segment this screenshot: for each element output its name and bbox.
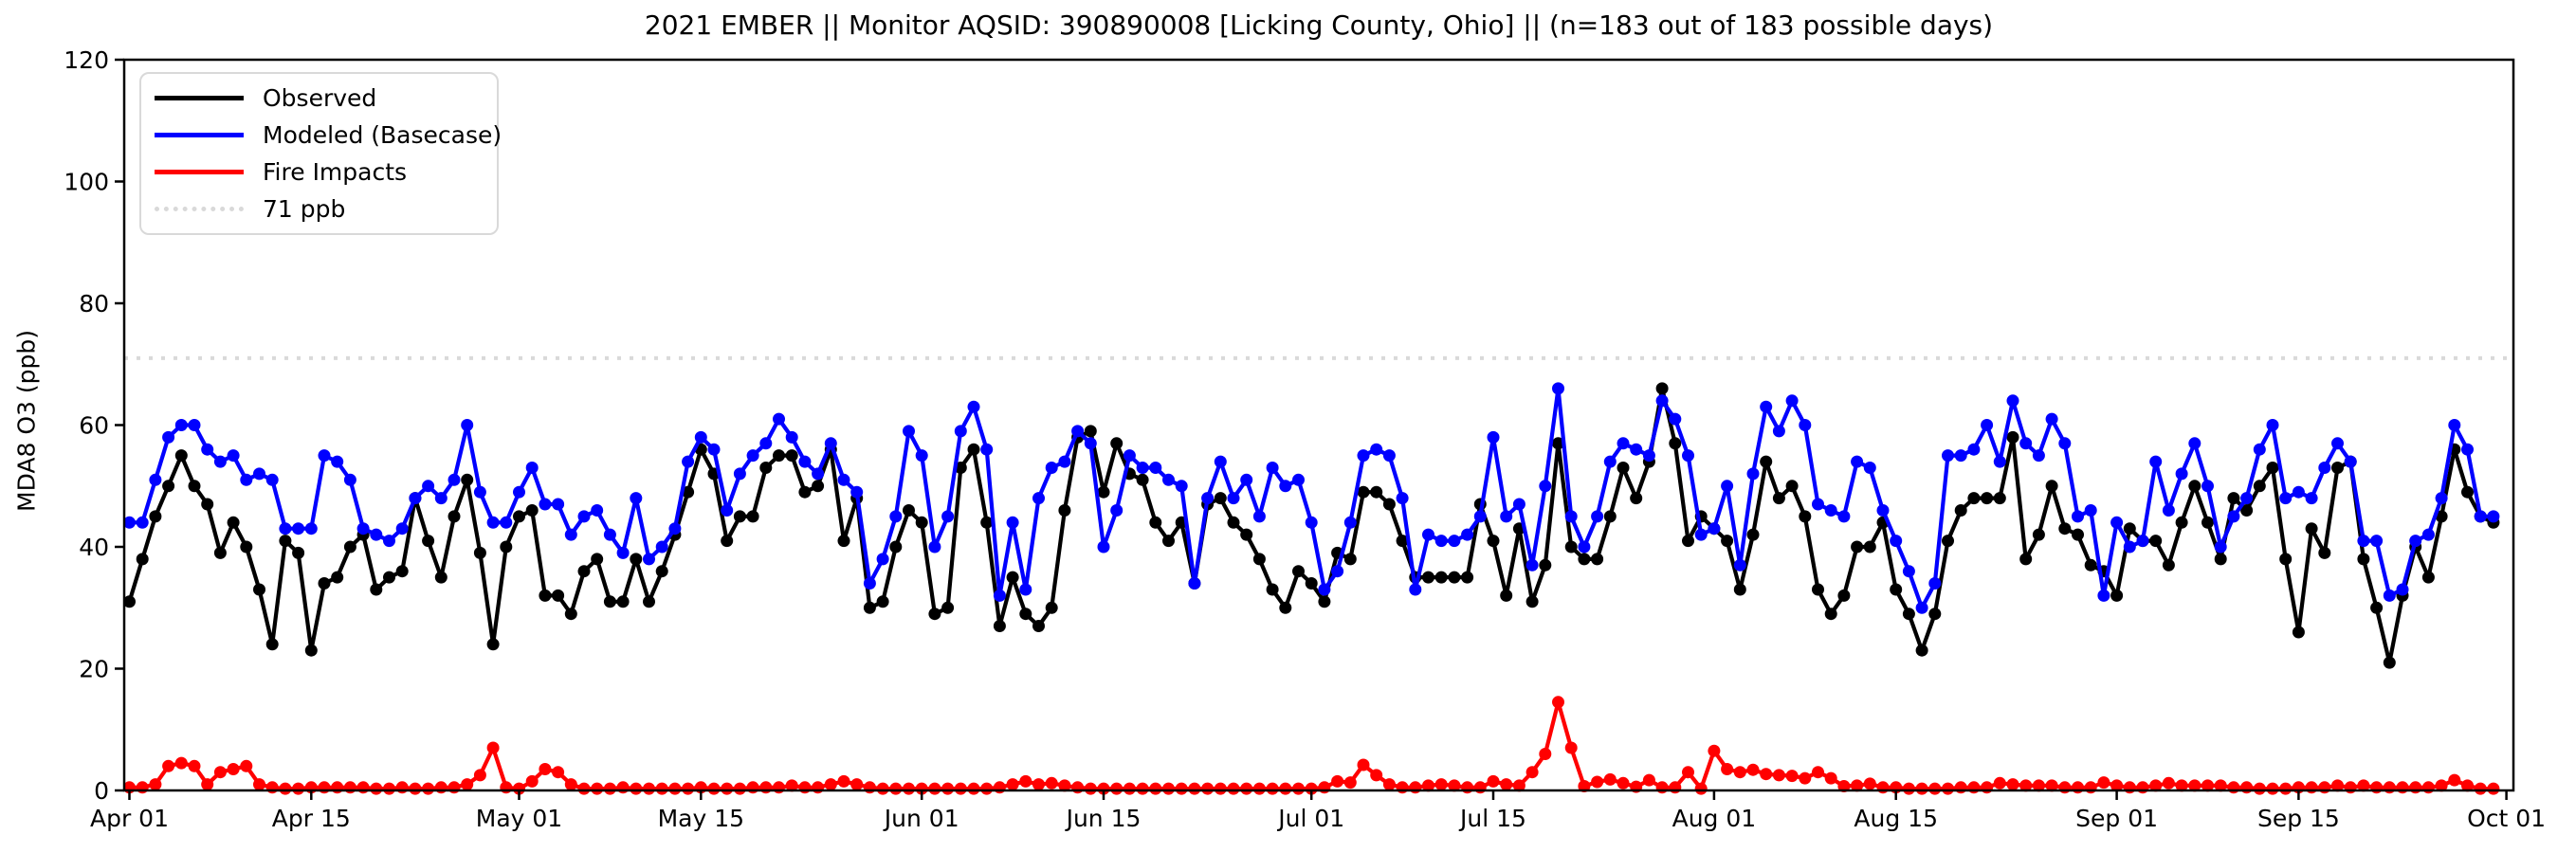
x-tick-label: Jun 01 bbox=[883, 805, 959, 832]
y-tick-label: 20 bbox=[79, 656, 109, 683]
y-tick-label: 40 bbox=[79, 534, 109, 561]
legend-box: Observed Modeled (Basecase) Fire Impacts… bbox=[139, 72, 502, 235]
x-tick-label: Jun 15 bbox=[1065, 805, 1142, 832]
x-tick-label: May 15 bbox=[658, 805, 744, 832]
y-tick-label: 100 bbox=[64, 169, 109, 196]
observed-line-swatch bbox=[155, 96, 244, 100]
x-tick-label: Apr 01 bbox=[90, 805, 169, 832]
x-tick-label: Jul 01 bbox=[1276, 805, 1344, 832]
modeled-line-swatch bbox=[155, 133, 244, 137]
legend-item-modeled: Modeled (Basecase) bbox=[155, 118, 502, 154]
y-axis-label: MDA8 O3 (ppb) bbox=[12, 330, 41, 512]
legend-item-threshold: 71 ppb bbox=[155, 191, 489, 227]
y-tick-label: 0 bbox=[94, 777, 109, 805]
fire-series-markers bbox=[123, 696, 2500, 795]
y-tick-label: 80 bbox=[79, 290, 109, 318]
x-tick-label: May 01 bbox=[476, 805, 562, 832]
x-tick-label: Oct 01 bbox=[2467, 805, 2546, 832]
y-tick-label: 120 bbox=[64, 46, 109, 74]
legend-label-observed: Observed bbox=[263, 84, 377, 112]
x-tick-label: Jul 15 bbox=[1458, 805, 1526, 832]
legend-item-fire: Fire Impacts bbox=[155, 154, 489, 191]
x-tick-label: Sep 15 bbox=[2257, 805, 2340, 832]
legend-label-fire: Fire Impacts bbox=[263, 158, 408, 186]
chart-title: 2021 EMBER || Monitor AQSID: 390890008 [… bbox=[644, 9, 1994, 41]
x-tick-label: Sep 01 bbox=[2075, 805, 2158, 832]
legend-item-observed: Observed bbox=[155, 81, 489, 117]
x-tick-label: Aug 01 bbox=[1672, 805, 1757, 832]
threshold-line-swatch bbox=[155, 207, 244, 211]
x-tick-label: Apr 15 bbox=[272, 805, 351, 832]
y-tick-label: 60 bbox=[79, 412, 109, 440]
modeled-series-markers bbox=[123, 382, 2500, 614]
fire-line-swatch bbox=[155, 170, 244, 174]
legend-label-modeled: Modeled (Basecase) bbox=[263, 121, 502, 149]
legend-label-threshold: 71 ppb bbox=[263, 195, 346, 223]
x-tick-label: Aug 15 bbox=[1854, 805, 1938, 832]
